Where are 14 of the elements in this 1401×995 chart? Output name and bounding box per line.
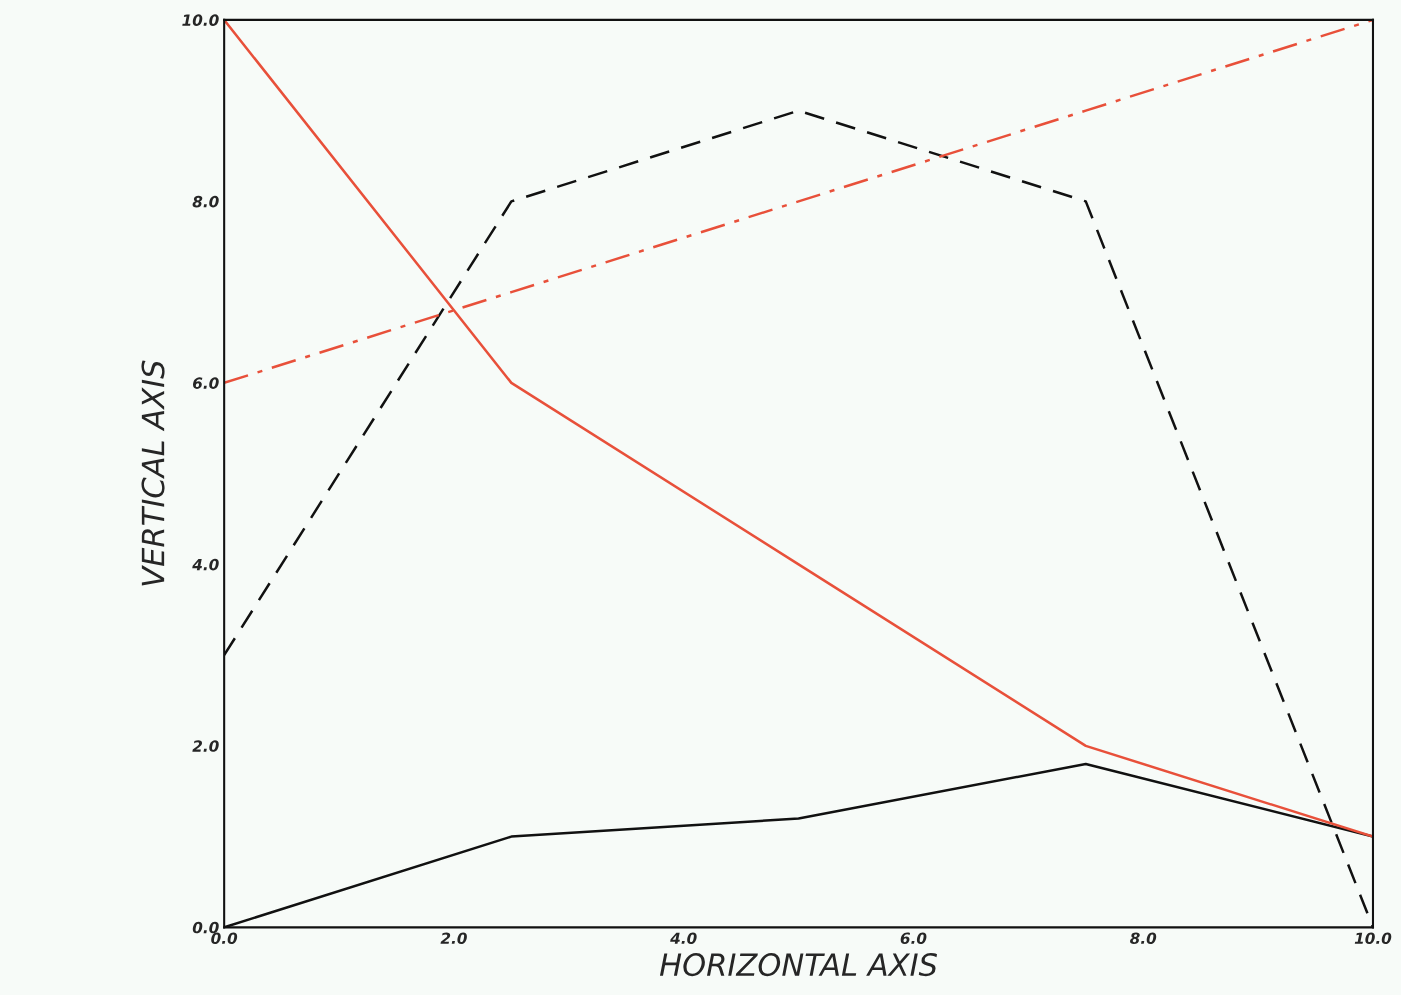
y-tick-label: 8.0 (192, 195, 219, 208)
x-tick-label: 0.0 (211, 932, 238, 945)
x-tick-label: 8.0 (1130, 932, 1157, 945)
x-tick-label: 2.0 (440, 932, 467, 945)
y-tick-label: 6.0 (193, 377, 219, 389)
y-tick-label: 2.0 (192, 740, 219, 752)
x-tick-label: 10.0 (1354, 932, 1392, 945)
x-tick-label: 4.0 (670, 932, 697, 945)
y-tick-label: 4.0 (192, 558, 219, 571)
y-tick-label: 0.0 (192, 921, 219, 934)
y-tick-label: 10.0 (182, 14, 219, 26)
x-axis-title: HORIZONTAL AXIS (659, 953, 938, 977)
x-tick-label: 6.0 (900, 932, 927, 945)
y-axis-title: VERTICAL AXIS (141, 360, 165, 586)
